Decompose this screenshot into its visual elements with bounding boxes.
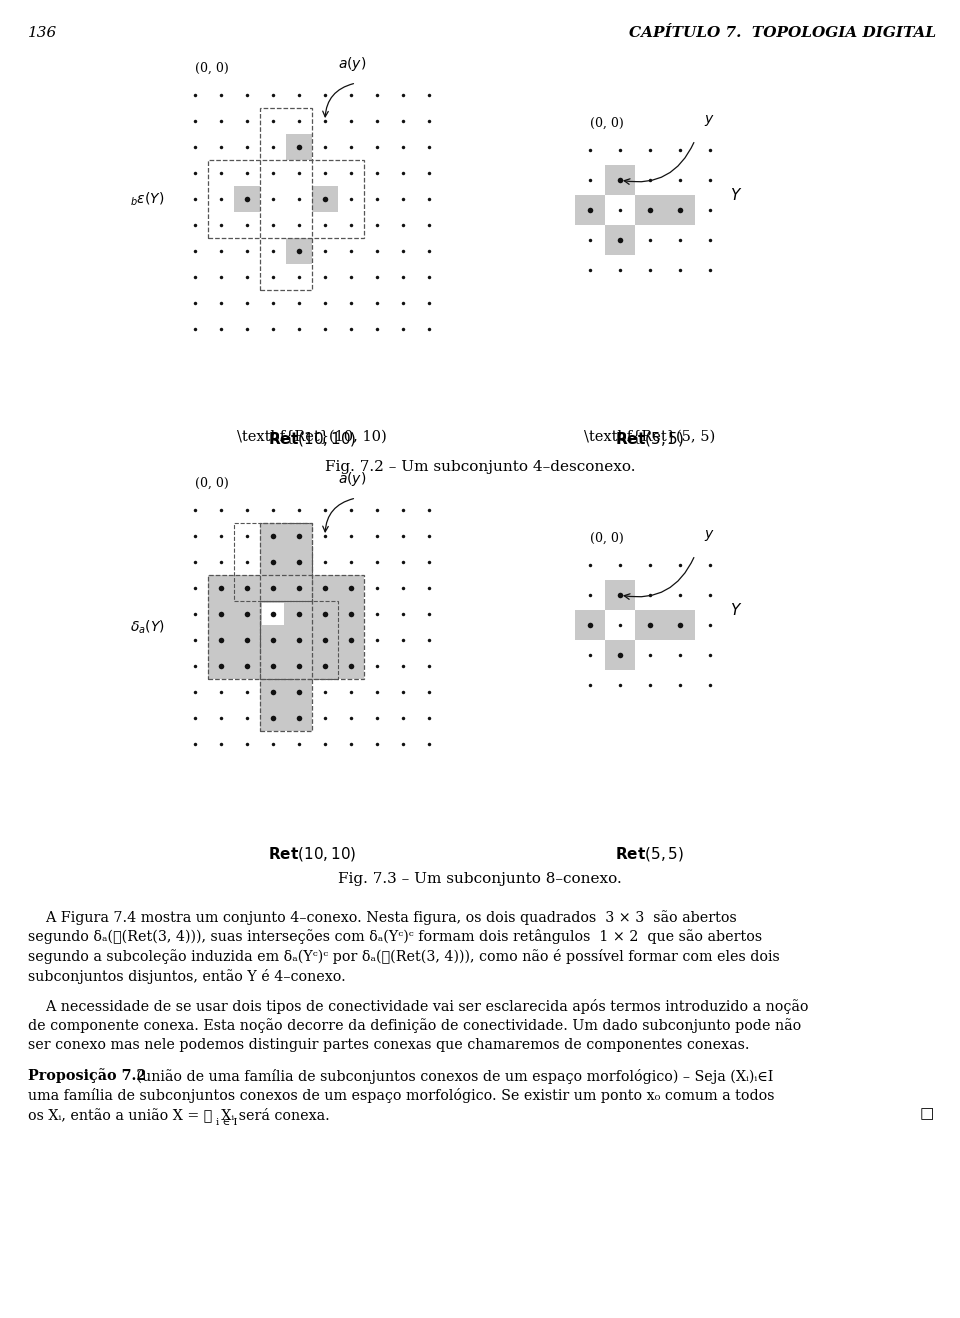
Text: \textbf{Ret}(10, 10): \textbf{Ret}(10, 10) (237, 430, 387, 444)
Text: $a(y)$: $a(y)$ (338, 55, 367, 72)
Text: \textbf{Ret}(5, 5): \textbf{Ret}(5, 5) (585, 430, 715, 444)
Text: os Xᵢ, então a união X = ⋃  Xᵢ será conexa.: os Xᵢ, então a união X = ⋃ Xᵢ será conex… (28, 1107, 329, 1123)
Bar (286, 239, 312, 264)
Bar (312, 186, 338, 212)
Bar (635, 610, 695, 641)
Text: uma família de subconjuntos conexos de um espaço morfológico. Se existir um pont: uma família de subconjuntos conexos de u… (28, 1087, 775, 1103)
Text: $\mathbf{Ret}(5, 5)$: $\mathbf{Ret}(5, 5)$ (615, 430, 684, 448)
Bar (605, 580, 635, 610)
Bar (208, 575, 364, 679)
Text: de componente conexa. Esta noção decorre da definição de conectividade. Um dado : de componente conexa. Esta noção decorre… (28, 1019, 802, 1033)
Text: $Y$: $Y$ (730, 602, 742, 618)
Bar (605, 165, 635, 195)
Bar (260, 108, 312, 290)
Bar (262, 604, 284, 625)
Text: $\mathbf{Ret}(5, 5)$: $\mathbf{Ret}(5, 5)$ (615, 845, 684, 863)
Text: (0, 0): (0, 0) (590, 532, 624, 546)
Text: CAPÍTULO 7.  TOPOLOGIA DIGITAL: CAPÍTULO 7. TOPOLOGIA DIGITAL (629, 26, 936, 40)
Bar (260, 679, 312, 731)
Text: segundo δₐ(ℱ(Ret(3, 4))), suas interseções com δₐ(Yᶜ)ᶜ formam dois retângulos  1: segundo δₐ(ℱ(Ret(3, 4))), suas interseçõ… (28, 929, 762, 945)
Text: $\mathbf{Ret}(10, 10)$: $\mathbf{Ret}(10, 10)$ (268, 845, 356, 863)
Text: □: □ (920, 1107, 934, 1122)
Text: Fig. 7.2 – Um subconjunto 4–desconexo.: Fig. 7.2 – Um subconjunto 4–desconexo. (324, 460, 636, 474)
Text: A necessidade de se usar dois tipos de conectividade vai ser esclarecida após te: A necessidade de se usar dois tipos de c… (28, 999, 808, 1014)
Bar (575, 195, 605, 225)
Text: $y$: $y$ (704, 113, 714, 128)
Bar (208, 575, 364, 679)
Bar (234, 523, 312, 601)
Text: Proposição 7.2: Proposição 7.2 (28, 1069, 146, 1083)
Text: (0, 0): (0, 0) (195, 62, 228, 75)
Text: 136: 136 (28, 26, 58, 40)
Text: Fig. 7.3 – Um subconjunto 8–conexo.: Fig. 7.3 – Um subconjunto 8–conexo. (338, 873, 622, 886)
Bar (260, 523, 312, 575)
Text: $Y$: $Y$ (730, 187, 742, 203)
Text: i ∈ I: i ∈ I (216, 1118, 237, 1127)
Text: (0, 0): (0, 0) (195, 477, 228, 490)
Bar (605, 225, 635, 254)
Text: $a(y)$: $a(y)$ (338, 471, 367, 488)
Text: $\delta_a(Y)$: $\delta_a(Y)$ (130, 618, 165, 635)
Bar (605, 641, 635, 670)
Bar (575, 610, 605, 641)
Text: segundo a subcoleção induzida em δₐ(Yᶜ)ᶜ por δₐ(ℱ(Ret(3, 4))), como não é possív: segundo a subcoleção induzida em δₐ(Yᶜ)ᶜ… (28, 949, 780, 963)
Text: ser conexo mas nele podemos distinguir partes conexas que chamaremos de componen: ser conexo mas nele podemos distinguir p… (28, 1039, 750, 1052)
Text: $_b\epsilon(Y)$: $_b\epsilon(Y)$ (130, 190, 164, 208)
Text: A Figura 7.4 mostra um conjunto 4–conexo. Nesta figura, os dois quadrados  3 × 3: A Figura 7.4 mostra um conjunto 4–conexo… (28, 909, 736, 925)
Text: subconjuntos disjuntos, então Y é 4–conexo.: subconjuntos disjuntos, então Y é 4–cone… (28, 969, 346, 983)
Bar (234, 186, 260, 212)
Text: (união de uma família de subconjuntos conexos de um espaço morfológico) – Seja (: (união de uma família de subconjuntos co… (132, 1069, 774, 1083)
Bar (208, 159, 364, 239)
Text: (0, 0): (0, 0) (590, 117, 624, 130)
Text: $\mathbf{Ret}(10, 10)$: $\mathbf{Ret}(10, 10)$ (268, 430, 356, 448)
Text: $y$: $y$ (704, 529, 714, 543)
Bar (286, 134, 312, 159)
Bar (260, 523, 312, 731)
Bar (260, 601, 338, 679)
Bar (635, 195, 695, 225)
